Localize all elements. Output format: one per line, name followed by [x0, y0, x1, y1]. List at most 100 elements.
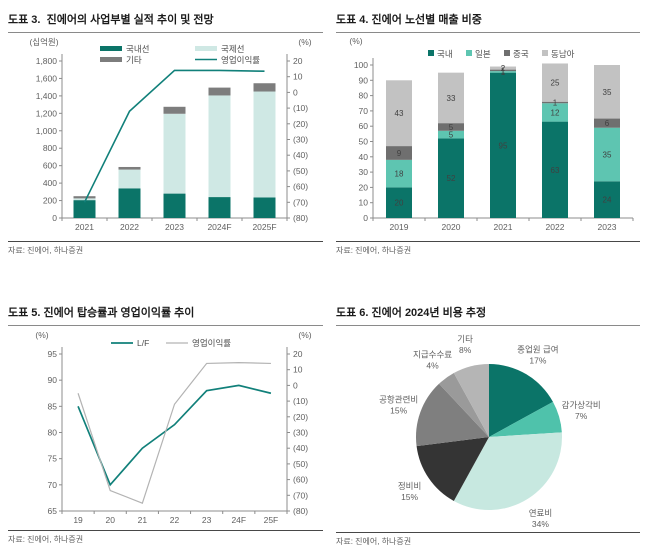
bar-segment: [208, 197, 231, 218]
right-axis-tick: 10: [293, 365, 303, 375]
y-axis-tick: 20: [359, 182, 369, 192]
segment-value-label: 9: [397, 149, 402, 158]
y-axis-tick: 90: [359, 75, 369, 85]
x-axis-label: 2022: [120, 222, 139, 232]
bar-segment: [118, 169, 141, 189]
source-divider: [8, 241, 323, 242]
legend-label: 중국: [513, 49, 529, 59]
right-axis-unit: (%): [298, 37, 311, 47]
slice-pct-label: 15%: [401, 492, 418, 502]
y-axis-unit: (%): [349, 36, 362, 46]
pie-slices: [416, 364, 562, 510]
right-axis-tick: (70): [293, 197, 308, 207]
x-axis-label: 19: [73, 515, 83, 525]
right-axis-tick: (60): [293, 182, 308, 192]
y-axis-tick: 0: [363, 213, 368, 223]
x-axis-label: 2023: [165, 222, 184, 232]
slice-pct-label: 15%: [390, 405, 407, 415]
y-axis-tick: 70: [359, 106, 369, 116]
panel-segment-revenue-forecast: 도표 3. 진에어의 사업부별 실적 추이 및 전망 0 200 400 600 800…: [8, 8, 323, 262]
legend-label: 영업이익률: [192, 338, 231, 348]
pie-slice: [416, 437, 489, 501]
left-axis-tick: 75: [48, 454, 58, 464]
right-axis-tick: (30): [293, 428, 308, 438]
x-axis-label: 24F: [231, 515, 246, 525]
bar-segment: [490, 66, 516, 70]
y-axis-tick: 40: [359, 152, 369, 162]
bar-segment: [118, 166, 141, 170]
slice-label: 기타: [457, 334, 473, 344]
right-axis-tick: 10: [293, 72, 303, 82]
title-divider: [336, 32, 640, 33]
bar-segment: [542, 63, 568, 102]
slice-pct-label: 4%: [426, 360, 439, 370]
segment-value-label: 5: [449, 123, 454, 132]
right-axis-tick: 20: [293, 349, 303, 359]
left-axis-tick: 85: [48, 401, 58, 411]
line-operating-margin: [77, 362, 271, 504]
bar-segment: [163, 193, 186, 218]
bar-segment: [253, 83, 276, 92]
right-axis-tick: (50): [293, 459, 308, 469]
left-axis-unit: (%): [35, 330, 48, 340]
segment-value-label: 12: [551, 108, 560, 117]
title-divider: [8, 32, 323, 33]
stacked-100-bar-chart: 0102030405060708090100(%)201894320195255…: [349, 36, 634, 232]
legend-label: L/F: [137, 338, 149, 348]
bar-segment: [542, 101, 568, 104]
pie-slice: [453, 432, 562, 510]
slice-label: 종업원 급여: [517, 344, 558, 354]
segment-value-label: 35: [603, 88, 612, 97]
legend-label: 영업이익률: [221, 55, 260, 65]
dual-axis-line-chart: 65 70 75 80 85 90 95 20 10 0 (10) (20) (30) (40) (50) (…: [35, 330, 311, 525]
bar-segment: [118, 188, 141, 218]
left-axis-tick: 1,000: [36, 126, 58, 136]
segment-value-label: 24: [603, 196, 612, 205]
source-note: 자료: 진에어, 하나증권: [336, 537, 412, 546]
right-axis-tick: (50): [293, 166, 308, 176]
right-axis-tick: (30): [293, 135, 308, 145]
y-axis-tick: 60: [359, 121, 369, 131]
panel-cost-estimate-pie: 도표 6. 진에어 2024년 비용 추정 종업원 급여 17% 감가상각비 7% 연료…: [336, 301, 640, 547]
bar-segment: [594, 118, 620, 128]
x-axis-label: 20: [105, 515, 115, 525]
legend-label: 국내선: [126, 44, 149, 54]
bar-segment: [438, 72, 464, 124]
pie-slice: [416, 383, 489, 447]
bar-segment: [73, 198, 96, 201]
x-axis-label: 2025F: [252, 222, 276, 232]
bar-segment: [208, 95, 231, 198]
x-axis-label: 22: [170, 515, 180, 525]
bar-segment: [594, 181, 620, 218]
bar-segment: [253, 197, 276, 218]
pie-chart: 종업원 급여17%감가상각비7%연료비34%정비비15%공항관련비15%지급수수…: [379, 334, 601, 529]
legend-label: 일본: [475, 49, 491, 59]
legend-swatch: [195, 46, 217, 51]
legend-swatch: [100, 46, 122, 51]
stacked-bars: [73, 83, 276, 218]
right-axis-tick: (10): [293, 396, 308, 406]
segment-value-label: 43: [395, 109, 404, 118]
slice-label: 연료비: [529, 508, 552, 518]
right-axis-tick: (10): [293, 103, 308, 113]
legend-swatch: [504, 50, 510, 56]
panel-title: 도표 4. 진에어 노선별 매출 비중: [336, 14, 482, 26]
x-axis-label: 2022: [546, 222, 565, 232]
left-axis-tick: 95: [48, 349, 58, 359]
right-axis-unit: (%): [298, 330, 311, 340]
right-axis-tick: (40): [293, 443, 308, 453]
left-axis-tick: 0: [52, 213, 57, 223]
pie-slice: [453, 364, 489, 437]
bar-segment: [594, 127, 620, 182]
y-axis-tick: 30: [359, 167, 369, 177]
right-axis-tick: 0: [293, 87, 298, 97]
legend-swatch: [100, 57, 122, 62]
segment-value-label: 18: [395, 170, 404, 179]
segment-value-label: 52: [447, 174, 456, 183]
slice-pct-label: 17%: [529, 355, 546, 365]
x-axis-label: 2020: [442, 222, 461, 232]
line-load-factor: [77, 384, 272, 487]
left-axis-unit: (십억원): [29, 37, 58, 47]
title-divider: [8, 325, 323, 326]
left-axis-tick: 90: [48, 375, 58, 385]
